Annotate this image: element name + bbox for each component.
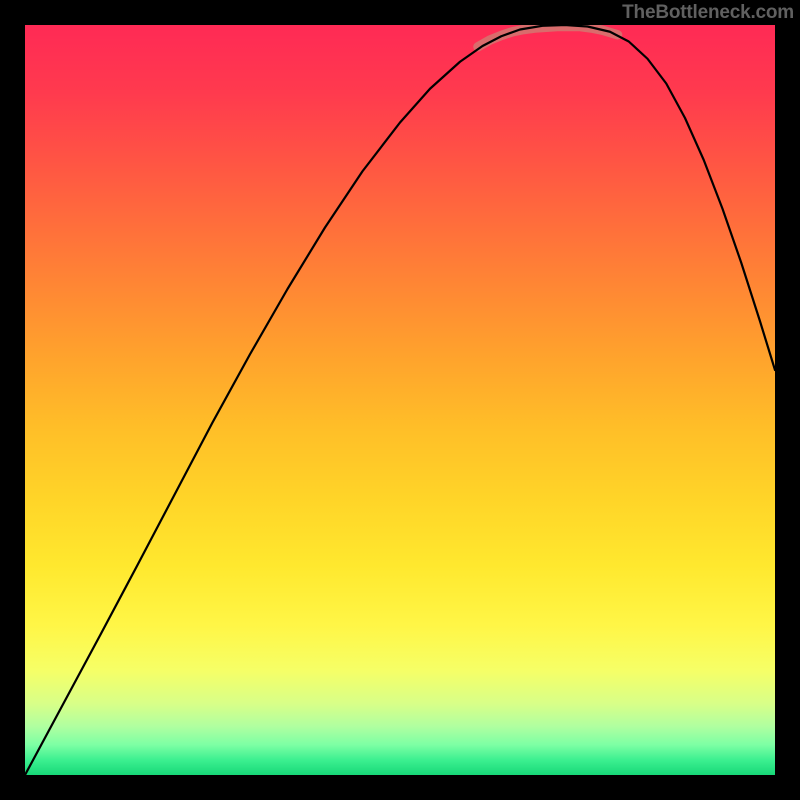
plot-background <box>25 25 775 775</box>
watermark-text: TheBottleneck.com <box>622 2 794 24</box>
plot-area <box>25 25 775 775</box>
chart-outer-frame: TheBottleneck.com <box>0 0 800 800</box>
plot-svg <box>25 25 775 775</box>
